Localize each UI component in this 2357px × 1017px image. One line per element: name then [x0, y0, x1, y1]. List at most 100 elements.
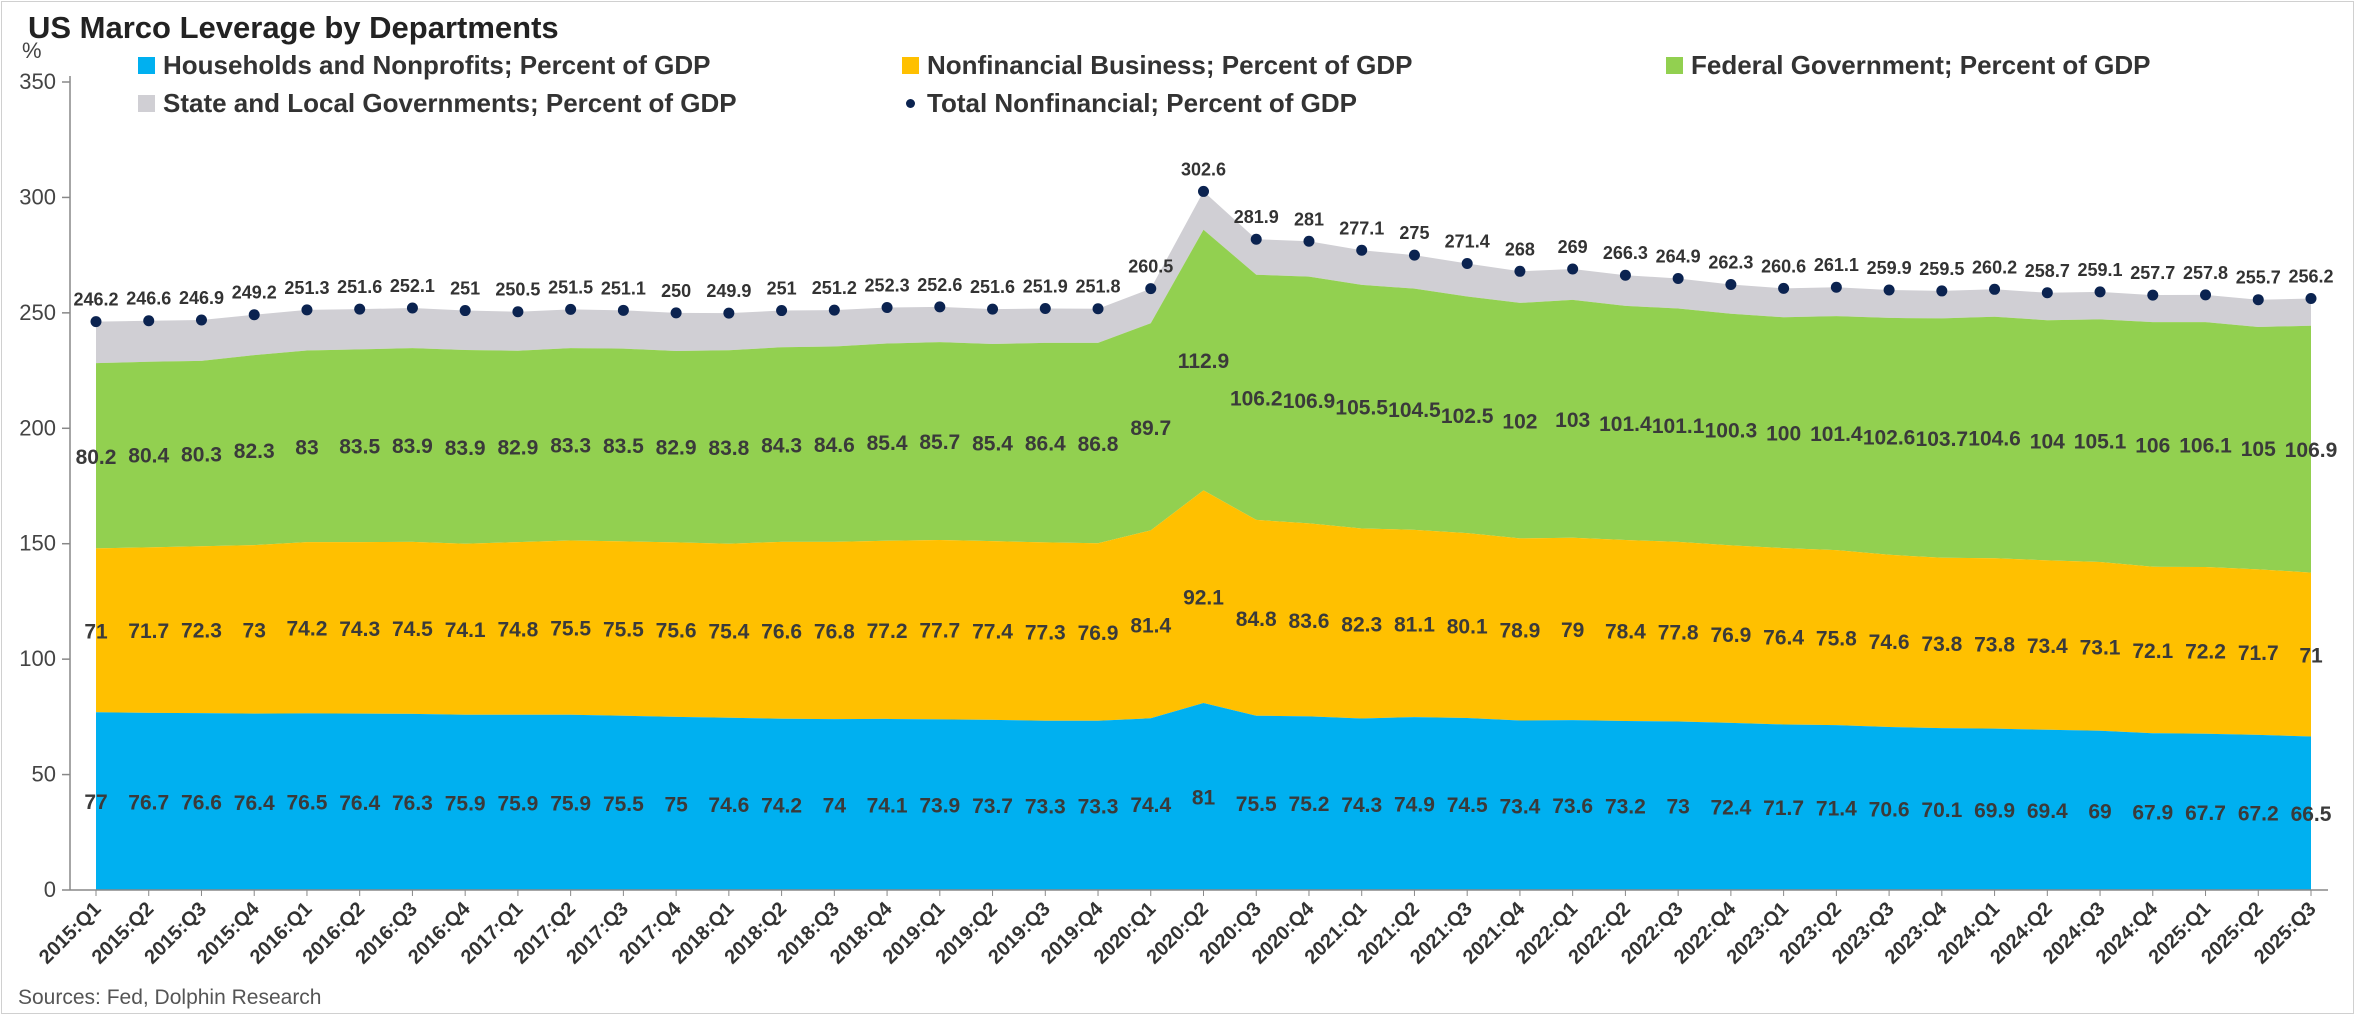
business-data-label: 74.5 [392, 618, 433, 641]
federal-data-label: 104 [2030, 430, 2065, 453]
business-data-label: 72.1 [2132, 640, 2173, 663]
area-federal [96, 229, 2311, 573]
federal-data-label: 85.7 [919, 431, 960, 454]
federal-data-label: 83.5 [603, 435, 644, 458]
households-data-label: 74.3 [1341, 794, 1382, 817]
total-marker [1356, 244, 1368, 256]
total-marker [1778, 282, 1790, 294]
total-data-label: 251.5 [548, 277, 593, 297]
business-data-label: 82.3 [1341, 613, 1382, 636]
households-data-label: 69.4 [2027, 800, 2068, 823]
federal-data-label: 104.6 [1968, 428, 2021, 451]
households-data-label: 81 [1192, 787, 1216, 810]
total-data-label: 260.2 [1972, 257, 2017, 277]
households-data-label: 73.3 [1025, 795, 1066, 818]
households-data-label: 75.5 [603, 793, 644, 816]
total-marker [1619, 269, 1631, 281]
business-data-label: 77.8 [1658, 622, 1699, 645]
total-data-label: 271.4 [1445, 231, 1490, 251]
business-data-label: 73.4 [2027, 635, 2068, 658]
total-data-label: 264.9 [1656, 246, 1701, 266]
total-marker [1303, 235, 1315, 247]
federal-data-label: 80.2 [76, 446, 117, 469]
total-data-label: 249.9 [706, 281, 751, 301]
total-data-label: 251.9 [1023, 276, 1068, 296]
legend-federal-label: Federal Government; Percent of GDP [1691, 50, 2151, 80]
business-data-label: 75.5 [550, 618, 591, 641]
total-marker [776, 305, 788, 317]
business-data-label: 72.2 [2185, 640, 2226, 663]
business-data-label: 73.8 [1921, 633, 1962, 656]
total-marker [1989, 283, 2001, 295]
federal-data-label: 105.1 [2074, 431, 2127, 454]
source-note: Sources: Fed, Dolphin Research [18, 986, 322, 1009]
business-data-label: 76.6 [761, 620, 802, 643]
households-data-label: 76.5 [287, 792, 328, 815]
households-data-label: 75.9 [550, 792, 591, 815]
households-data-label: 75.2 [1289, 793, 1330, 816]
federal-data-label: 103.7 [1916, 428, 1969, 451]
federal-data-label: 84.6 [814, 434, 855, 457]
households-data-label: 74.2 [761, 794, 802, 817]
households-data-label: 73.2 [1605, 796, 1646, 819]
total-data-label: 246.2 [73, 290, 118, 310]
total-data-label: 251.6 [970, 277, 1015, 297]
total-marker [459, 305, 471, 317]
total-data-label: 269 [1558, 237, 1588, 257]
federal-data-label: 83.8 [708, 437, 749, 460]
business-data-label: 77.7 [919, 620, 960, 643]
legend-state-local-label: State and Local Governments; Percent of … [163, 88, 737, 118]
households-data-label: 75 [664, 793, 688, 816]
total-marker [143, 315, 155, 327]
federal-data-label: 105.5 [1335, 397, 1388, 420]
business-data-label: 77.3 [1025, 622, 1066, 645]
business-data-label: 74.6 [1869, 631, 1910, 654]
total-marker [1883, 284, 1895, 296]
total-data-label: 275 [1399, 223, 1429, 243]
total-data-label: 251.1 [601, 278, 646, 298]
total-data-label: 252.6 [917, 275, 962, 295]
households-data-label: 73.3 [1078, 795, 1119, 818]
households-data-label: 70.1 [1921, 799, 1962, 822]
total-marker [512, 306, 524, 318]
federal-data-label: 85.4 [972, 433, 1013, 456]
total-data-label: 261.1 [1814, 255, 1859, 275]
households-data-label: 73.4 [1499, 795, 1540, 818]
total-marker [195, 314, 207, 326]
total-marker [934, 301, 946, 313]
total-data-label: 262.3 [1708, 252, 1753, 272]
federal-data-label: 101.4 [1599, 413, 1652, 436]
legend-total: Total Nonfinancial; Percent of GDP [902, 88, 1357, 119]
legend-households-label: Households and Nonprofits; Percent of GD… [163, 50, 711, 80]
total-data-label: 257.7 [2130, 263, 2175, 283]
total-data-label: 251.8 [1076, 277, 1121, 297]
legend-business-label: Nonfinancial Business; Percent of GDP [927, 50, 1413, 80]
households-data-label: 73.6 [1552, 795, 1593, 818]
households-data-label: 75.5 [1236, 793, 1277, 816]
total-marker [1567, 263, 1579, 275]
households-data-label: 76.3 [392, 792, 433, 815]
households-data-label: 77 [84, 791, 107, 814]
total-marker [354, 303, 366, 315]
total-data-label: 266.3 [1603, 243, 1648, 263]
total-data-label: 268 [1505, 239, 1535, 259]
legend-state-local: State and Local Governments; Percent of … [138, 88, 737, 119]
area-households [96, 703, 2311, 890]
total-marker [1092, 303, 1104, 315]
total-data-label: 260.6 [1761, 256, 1806, 276]
business-data-label: 83.6 [1289, 610, 1330, 633]
total-data-label: 251.3 [284, 278, 329, 298]
total-data-label: 259.9 [1867, 258, 1912, 278]
households-data-label: 74.9 [1394, 794, 1435, 817]
total-data-label: 302.6 [1181, 159, 1226, 179]
total-data-label: 251.6 [337, 277, 382, 297]
total-marker [1408, 249, 1420, 261]
business-data-label: 71.7 [128, 620, 169, 643]
households-data-label: 76.7 [128, 791, 169, 814]
federal-data-label: 100 [1766, 423, 1801, 446]
total-marker [2200, 289, 2212, 301]
total-marker [2041, 287, 2053, 299]
total-data-label: 257.8 [2183, 263, 2228, 283]
y-tick-label: 0 [44, 877, 56, 902]
